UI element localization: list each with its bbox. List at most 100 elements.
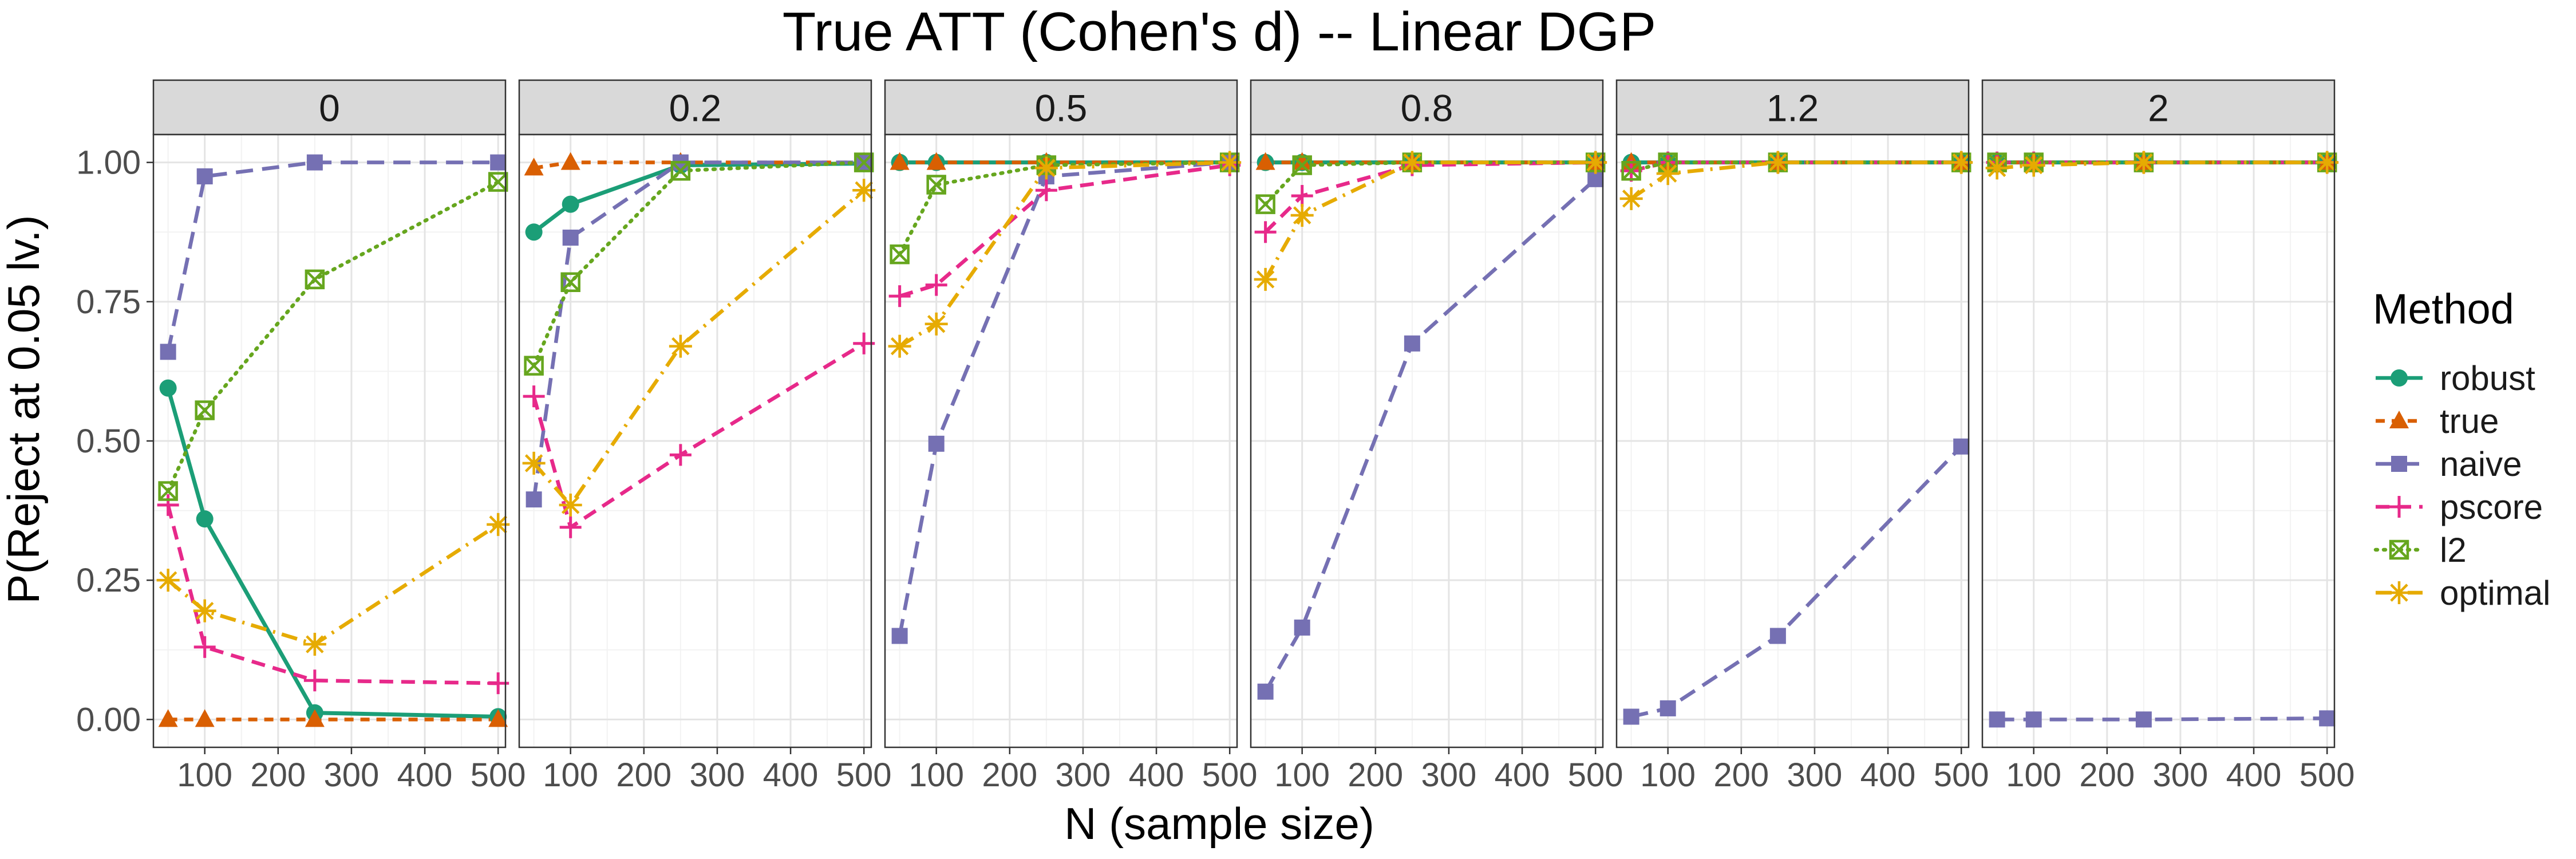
x-axis-label: N (sample size) xyxy=(1064,798,1374,849)
facet-strip xyxy=(152,79,507,136)
data-point-optimal xyxy=(669,334,692,358)
x-tick-label: 500 xyxy=(1202,756,1258,794)
data-point-true xyxy=(305,709,325,727)
data-point-naive xyxy=(2025,711,2042,728)
data-point-naive xyxy=(2319,710,2336,727)
legend-item-naive: naive xyxy=(2376,445,2522,483)
data-point-optimal xyxy=(1584,151,1607,174)
data-point-l2 xyxy=(1255,194,1275,214)
data-point-naive xyxy=(526,491,542,508)
legend-key-marker-true xyxy=(2389,411,2409,428)
y-tick-label: 1.00 xyxy=(76,144,141,182)
data-point-optimal xyxy=(1254,267,1277,291)
x-tick-label: 100 xyxy=(177,756,232,794)
panel-0-8: 0.8 100 200 300 400 500 xyxy=(1250,79,1623,794)
legend-label-l2: l2 xyxy=(2440,531,2467,569)
legend-key-marker-naive xyxy=(2391,456,2407,472)
series-line-pscore xyxy=(899,163,1230,298)
legend-key-marker-l2 xyxy=(2389,539,2409,560)
data-point-pscore xyxy=(669,444,692,466)
series-line-optimal xyxy=(898,160,1230,348)
series-line-optimal xyxy=(1263,160,1596,281)
data-point-true xyxy=(524,157,544,176)
data-point-l2 xyxy=(488,172,508,192)
data-point-optimal xyxy=(1656,162,1680,186)
data-point-optimal xyxy=(156,569,180,592)
data-point-pscore xyxy=(193,636,216,658)
series-line-naive xyxy=(532,160,864,500)
data-point-optimal xyxy=(1985,156,2009,180)
data-point-true xyxy=(195,709,215,727)
data-point-pscore xyxy=(1254,221,1277,243)
series-line-naive xyxy=(1630,445,1963,719)
data-point-l2 xyxy=(670,160,691,181)
x-tick-label: 300 xyxy=(690,756,745,794)
legend-label-optimal: optimal xyxy=(2440,574,2550,612)
data-point-l2 xyxy=(524,356,544,376)
data-point-pscore xyxy=(559,516,582,538)
panel-border xyxy=(884,133,1238,748)
facet-strip-label: 1.2 xyxy=(1767,87,1819,129)
legend-item-optimal: optimal xyxy=(2376,574,2550,612)
data-point-naive xyxy=(196,168,213,184)
x-tick-label: 400 xyxy=(2226,756,2282,794)
facet-strip-label: 0.5 xyxy=(1035,87,1088,129)
legend-item-true: true xyxy=(2376,402,2499,440)
data-point-true xyxy=(488,709,508,727)
legend: Method robust true naive pscore l2 optimal xyxy=(2373,285,2550,612)
data-point-pscore xyxy=(523,385,545,408)
data-point-l2 xyxy=(560,272,580,293)
chart-title: True ATT (Cohen's d) -- Linear DGP xyxy=(783,1,1656,62)
x-tick-label: 300 xyxy=(2153,756,2208,794)
panel-0: 0 100 200 300 400 500 0.00 0.25 0.50 0.75 1.00 xyxy=(76,79,526,794)
series-line-l2 xyxy=(1629,160,1963,173)
facet-strip-label: 2 xyxy=(2148,87,2169,129)
facet-strip-label: 0 xyxy=(319,87,340,129)
x-tick-label: 200 xyxy=(616,756,671,794)
legend-title: Method xyxy=(2373,285,2514,333)
series-line-optimal xyxy=(1630,160,1962,200)
series-line-l2 xyxy=(532,160,866,368)
data-point-pscore xyxy=(303,669,326,692)
data-point-naive xyxy=(2135,711,2152,728)
data-point-naive xyxy=(1769,628,1786,644)
data-point-naive xyxy=(928,435,945,452)
legend-key-marker-pscore xyxy=(2388,496,2410,518)
data-point-naive xyxy=(891,628,908,644)
x-tick-label: 400 xyxy=(763,756,819,794)
data-point-naive xyxy=(306,154,323,171)
x-tick-label: 500 xyxy=(836,756,892,794)
data-point-true xyxy=(560,152,580,170)
data-point-l2 xyxy=(854,152,874,172)
y-tick-label: 0.75 xyxy=(76,283,141,321)
data-point-l2 xyxy=(158,481,178,501)
x-tick-label: 500 xyxy=(2300,756,2355,794)
series-line-naive xyxy=(166,160,499,353)
data-point-pscore xyxy=(1291,185,1313,207)
data-point-naive xyxy=(1989,711,2005,728)
data-point-naive xyxy=(1257,683,1274,700)
x-tick-label: 100 xyxy=(543,756,598,794)
legend-label-pscore: pscore xyxy=(2440,488,2543,526)
x-tick-label: 400 xyxy=(1860,756,1916,794)
data-point-robust xyxy=(196,510,214,528)
series-line-naive xyxy=(1263,178,1597,693)
data-point-optimal xyxy=(522,451,546,475)
data-point-l2 xyxy=(195,400,215,420)
facet-strip-label: 0.2 xyxy=(669,87,722,129)
series-line-l2 xyxy=(1263,160,1598,206)
x-tick-label: 200 xyxy=(1348,756,1403,794)
data-point-optimal xyxy=(1950,151,1973,174)
data-point-naive xyxy=(562,229,579,246)
x-tick-label: 500 xyxy=(1934,756,1989,794)
data-point-pscore xyxy=(157,494,179,516)
x-tick-label: 100 xyxy=(1640,756,1696,794)
legend-item-pscore: pscore xyxy=(2376,488,2543,526)
legend-label-naive: naive xyxy=(2440,445,2522,483)
data-point-l2 xyxy=(926,175,946,195)
data-point-optimal xyxy=(193,599,216,622)
data-point-naive xyxy=(160,344,176,360)
legend-key-marker-optimal xyxy=(2388,581,2411,604)
data-point-optimal xyxy=(303,633,326,656)
